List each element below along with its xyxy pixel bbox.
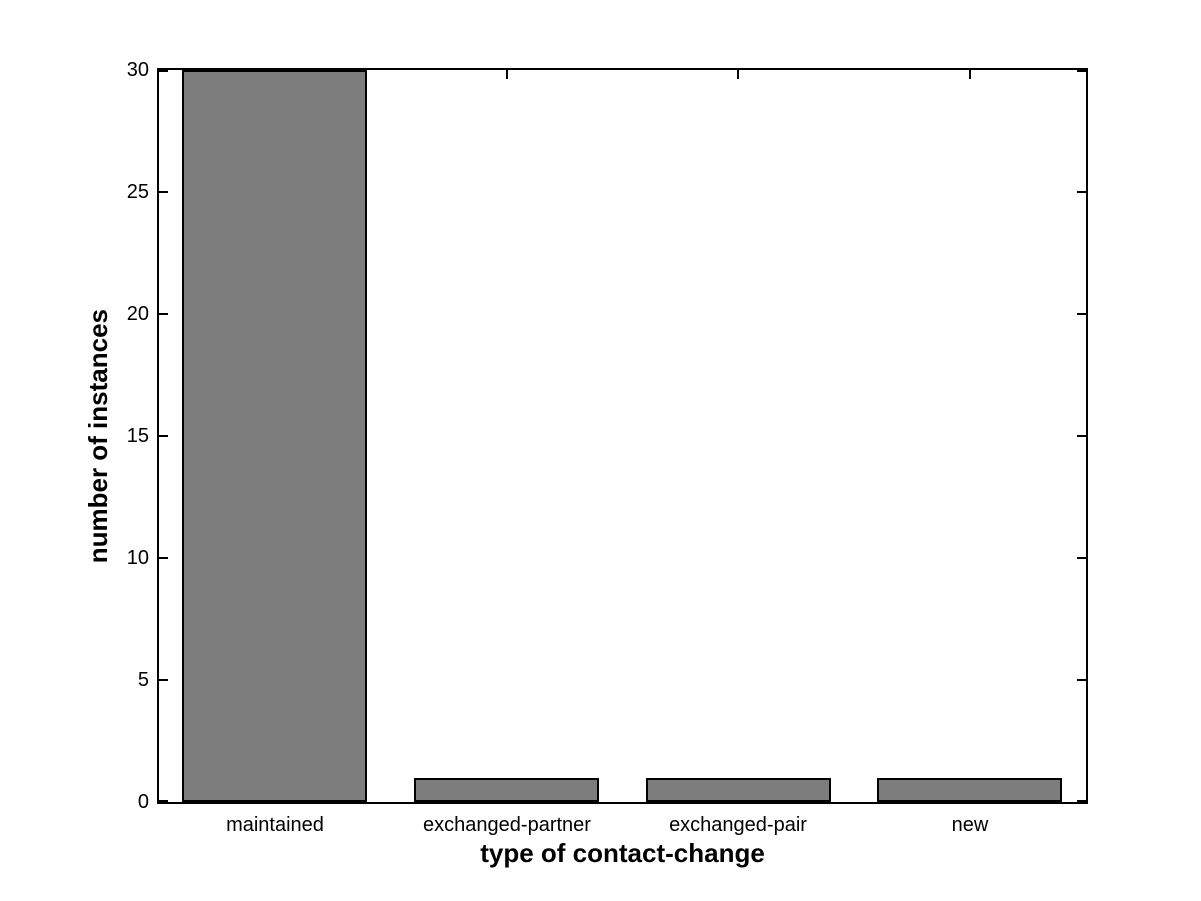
- bar-maintained: [182, 70, 367, 802]
- y-tick-left: [159, 679, 168, 681]
- y-tick-left: [159, 191, 168, 193]
- y-tick-label: 10: [126, 547, 149, 569]
- x-tick-label: maintained: [226, 814, 324, 836]
- y-tick-right: [1077, 191, 1086, 193]
- bar-new: [877, 778, 1062, 802]
- y-axis-label-container: number of instances: [70, 68, 126, 804]
- x-tick-top: [969, 70, 971, 79]
- y-tick-right: [1077, 679, 1086, 681]
- y-tick-right: [1077, 800, 1086, 802]
- x-tick-top: [506, 70, 508, 79]
- x-tick-label: exchanged-pair: [669, 814, 807, 836]
- x-tick-label: new: [951, 814, 989, 836]
- y-tick-label: 25: [126, 181, 149, 203]
- y-tick-label: 5: [137, 669, 149, 691]
- x-tick-label: exchanged-partner: [423, 814, 591, 836]
- x-tick-top: [737, 70, 739, 79]
- y-tick-right: [1077, 313, 1086, 315]
- y-tick-label: 15: [126, 425, 149, 447]
- y-tick-right: [1077, 435, 1086, 437]
- y-tick-right: [1077, 557, 1086, 559]
- y-axis-label: number of instances: [82, 308, 113, 564]
- y-tick-left: [159, 313, 168, 315]
- y-tick-label: 20: [126, 303, 149, 325]
- y-tick-left: [159, 800, 168, 802]
- y-tick-left: [159, 435, 168, 437]
- y-tick-label: 0: [137, 791, 149, 813]
- y-tick-right: [1077, 70, 1086, 72]
- y-tick-left: [159, 70, 168, 72]
- plot-area: [157, 68, 1088, 804]
- bar-exchanged-pair: [646, 778, 831, 802]
- y-tick-left: [159, 557, 168, 559]
- bar-exchanged-partner: [414, 778, 599, 802]
- x-axis-label: type of contact-change: [480, 838, 765, 868]
- y-tick-label: 30: [126, 59, 149, 81]
